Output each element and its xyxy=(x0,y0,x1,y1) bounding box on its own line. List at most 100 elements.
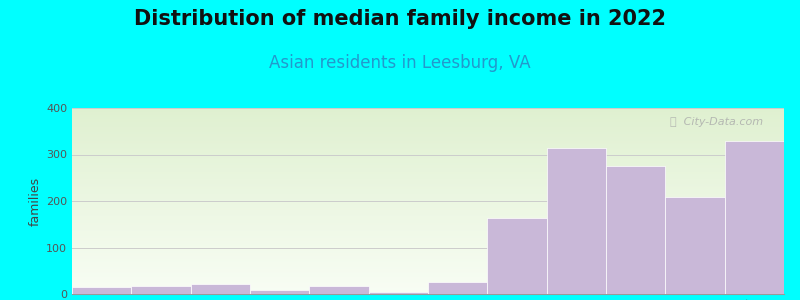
Bar xyxy=(72,228,784,230)
Bar xyxy=(72,124,784,125)
Bar xyxy=(72,269,784,270)
Bar xyxy=(72,118,784,119)
Bar xyxy=(72,191,784,192)
Bar xyxy=(72,136,784,138)
Bar xyxy=(72,243,784,244)
Bar xyxy=(72,227,784,228)
Bar xyxy=(72,150,784,152)
Bar xyxy=(72,165,784,166)
Bar xyxy=(72,260,784,262)
Bar xyxy=(72,280,784,282)
Bar xyxy=(72,142,784,143)
Text: ⓘ  City-Data.com: ⓘ City-Data.com xyxy=(670,117,762,127)
Bar xyxy=(72,256,784,257)
Bar xyxy=(72,210,784,211)
Bar xyxy=(72,186,784,188)
Bar xyxy=(428,282,487,294)
Bar xyxy=(72,213,784,214)
Bar xyxy=(72,169,784,170)
Bar xyxy=(72,184,784,185)
Bar xyxy=(72,288,784,289)
Bar xyxy=(72,194,784,195)
Bar xyxy=(72,212,784,213)
Bar xyxy=(72,140,784,142)
Bar xyxy=(72,109,784,110)
Bar xyxy=(72,233,784,235)
Bar xyxy=(72,110,784,112)
Bar xyxy=(72,148,784,149)
Bar xyxy=(72,266,784,267)
Text: Distribution of median family income in 2022: Distribution of median family income in … xyxy=(134,9,666,29)
Bar xyxy=(72,132,784,133)
Bar xyxy=(72,239,784,241)
Bar xyxy=(72,154,784,155)
Bar xyxy=(72,170,784,171)
Bar xyxy=(72,120,784,122)
Bar xyxy=(72,133,784,134)
Bar xyxy=(72,192,784,194)
Bar xyxy=(72,202,784,203)
Bar xyxy=(72,149,784,150)
Bar xyxy=(72,125,784,127)
Bar xyxy=(72,181,784,182)
Bar xyxy=(72,267,784,268)
Bar xyxy=(72,293,784,294)
Bar xyxy=(72,220,784,221)
Bar xyxy=(72,156,784,158)
Bar xyxy=(310,286,369,294)
Bar xyxy=(72,177,784,179)
Bar xyxy=(72,182,784,184)
Bar xyxy=(72,117,784,118)
Bar xyxy=(72,113,784,114)
Bar xyxy=(72,223,784,225)
Bar xyxy=(72,200,784,201)
Bar xyxy=(72,268,784,269)
Bar xyxy=(72,146,784,148)
Bar xyxy=(131,286,190,294)
Bar xyxy=(72,237,784,238)
Bar xyxy=(72,167,784,169)
Bar xyxy=(72,272,784,273)
Bar xyxy=(72,253,784,254)
Text: Asian residents in Leesburg, VA: Asian residents in Leesburg, VA xyxy=(269,54,531,72)
Bar xyxy=(72,238,784,239)
Bar xyxy=(72,248,784,249)
Bar xyxy=(72,270,784,272)
Bar xyxy=(72,139,784,140)
Bar xyxy=(666,197,725,294)
Bar xyxy=(487,218,546,294)
Bar xyxy=(72,176,784,177)
Bar xyxy=(72,174,784,175)
Bar xyxy=(72,282,784,283)
Bar xyxy=(72,259,784,260)
Bar xyxy=(72,285,784,286)
Bar xyxy=(72,130,784,132)
Bar xyxy=(72,189,784,190)
Bar xyxy=(72,158,784,159)
Bar xyxy=(72,218,784,220)
Bar xyxy=(72,134,784,135)
Bar xyxy=(72,247,784,248)
Bar xyxy=(72,274,784,275)
Bar xyxy=(72,171,784,172)
Bar xyxy=(72,257,784,258)
Bar xyxy=(72,155,784,156)
Bar xyxy=(72,185,784,186)
Bar xyxy=(72,273,784,274)
Bar xyxy=(72,172,784,174)
Bar xyxy=(72,241,784,242)
Bar xyxy=(72,275,784,277)
Bar xyxy=(72,214,784,216)
Bar xyxy=(72,254,784,256)
Bar xyxy=(72,197,784,199)
Bar xyxy=(72,284,784,285)
Bar xyxy=(72,206,784,207)
Bar xyxy=(72,283,784,284)
Bar xyxy=(72,235,784,236)
Bar xyxy=(72,123,784,124)
Bar xyxy=(72,232,784,233)
Bar xyxy=(72,145,784,146)
Bar xyxy=(606,166,666,294)
Bar xyxy=(72,203,784,205)
Bar xyxy=(72,196,784,197)
